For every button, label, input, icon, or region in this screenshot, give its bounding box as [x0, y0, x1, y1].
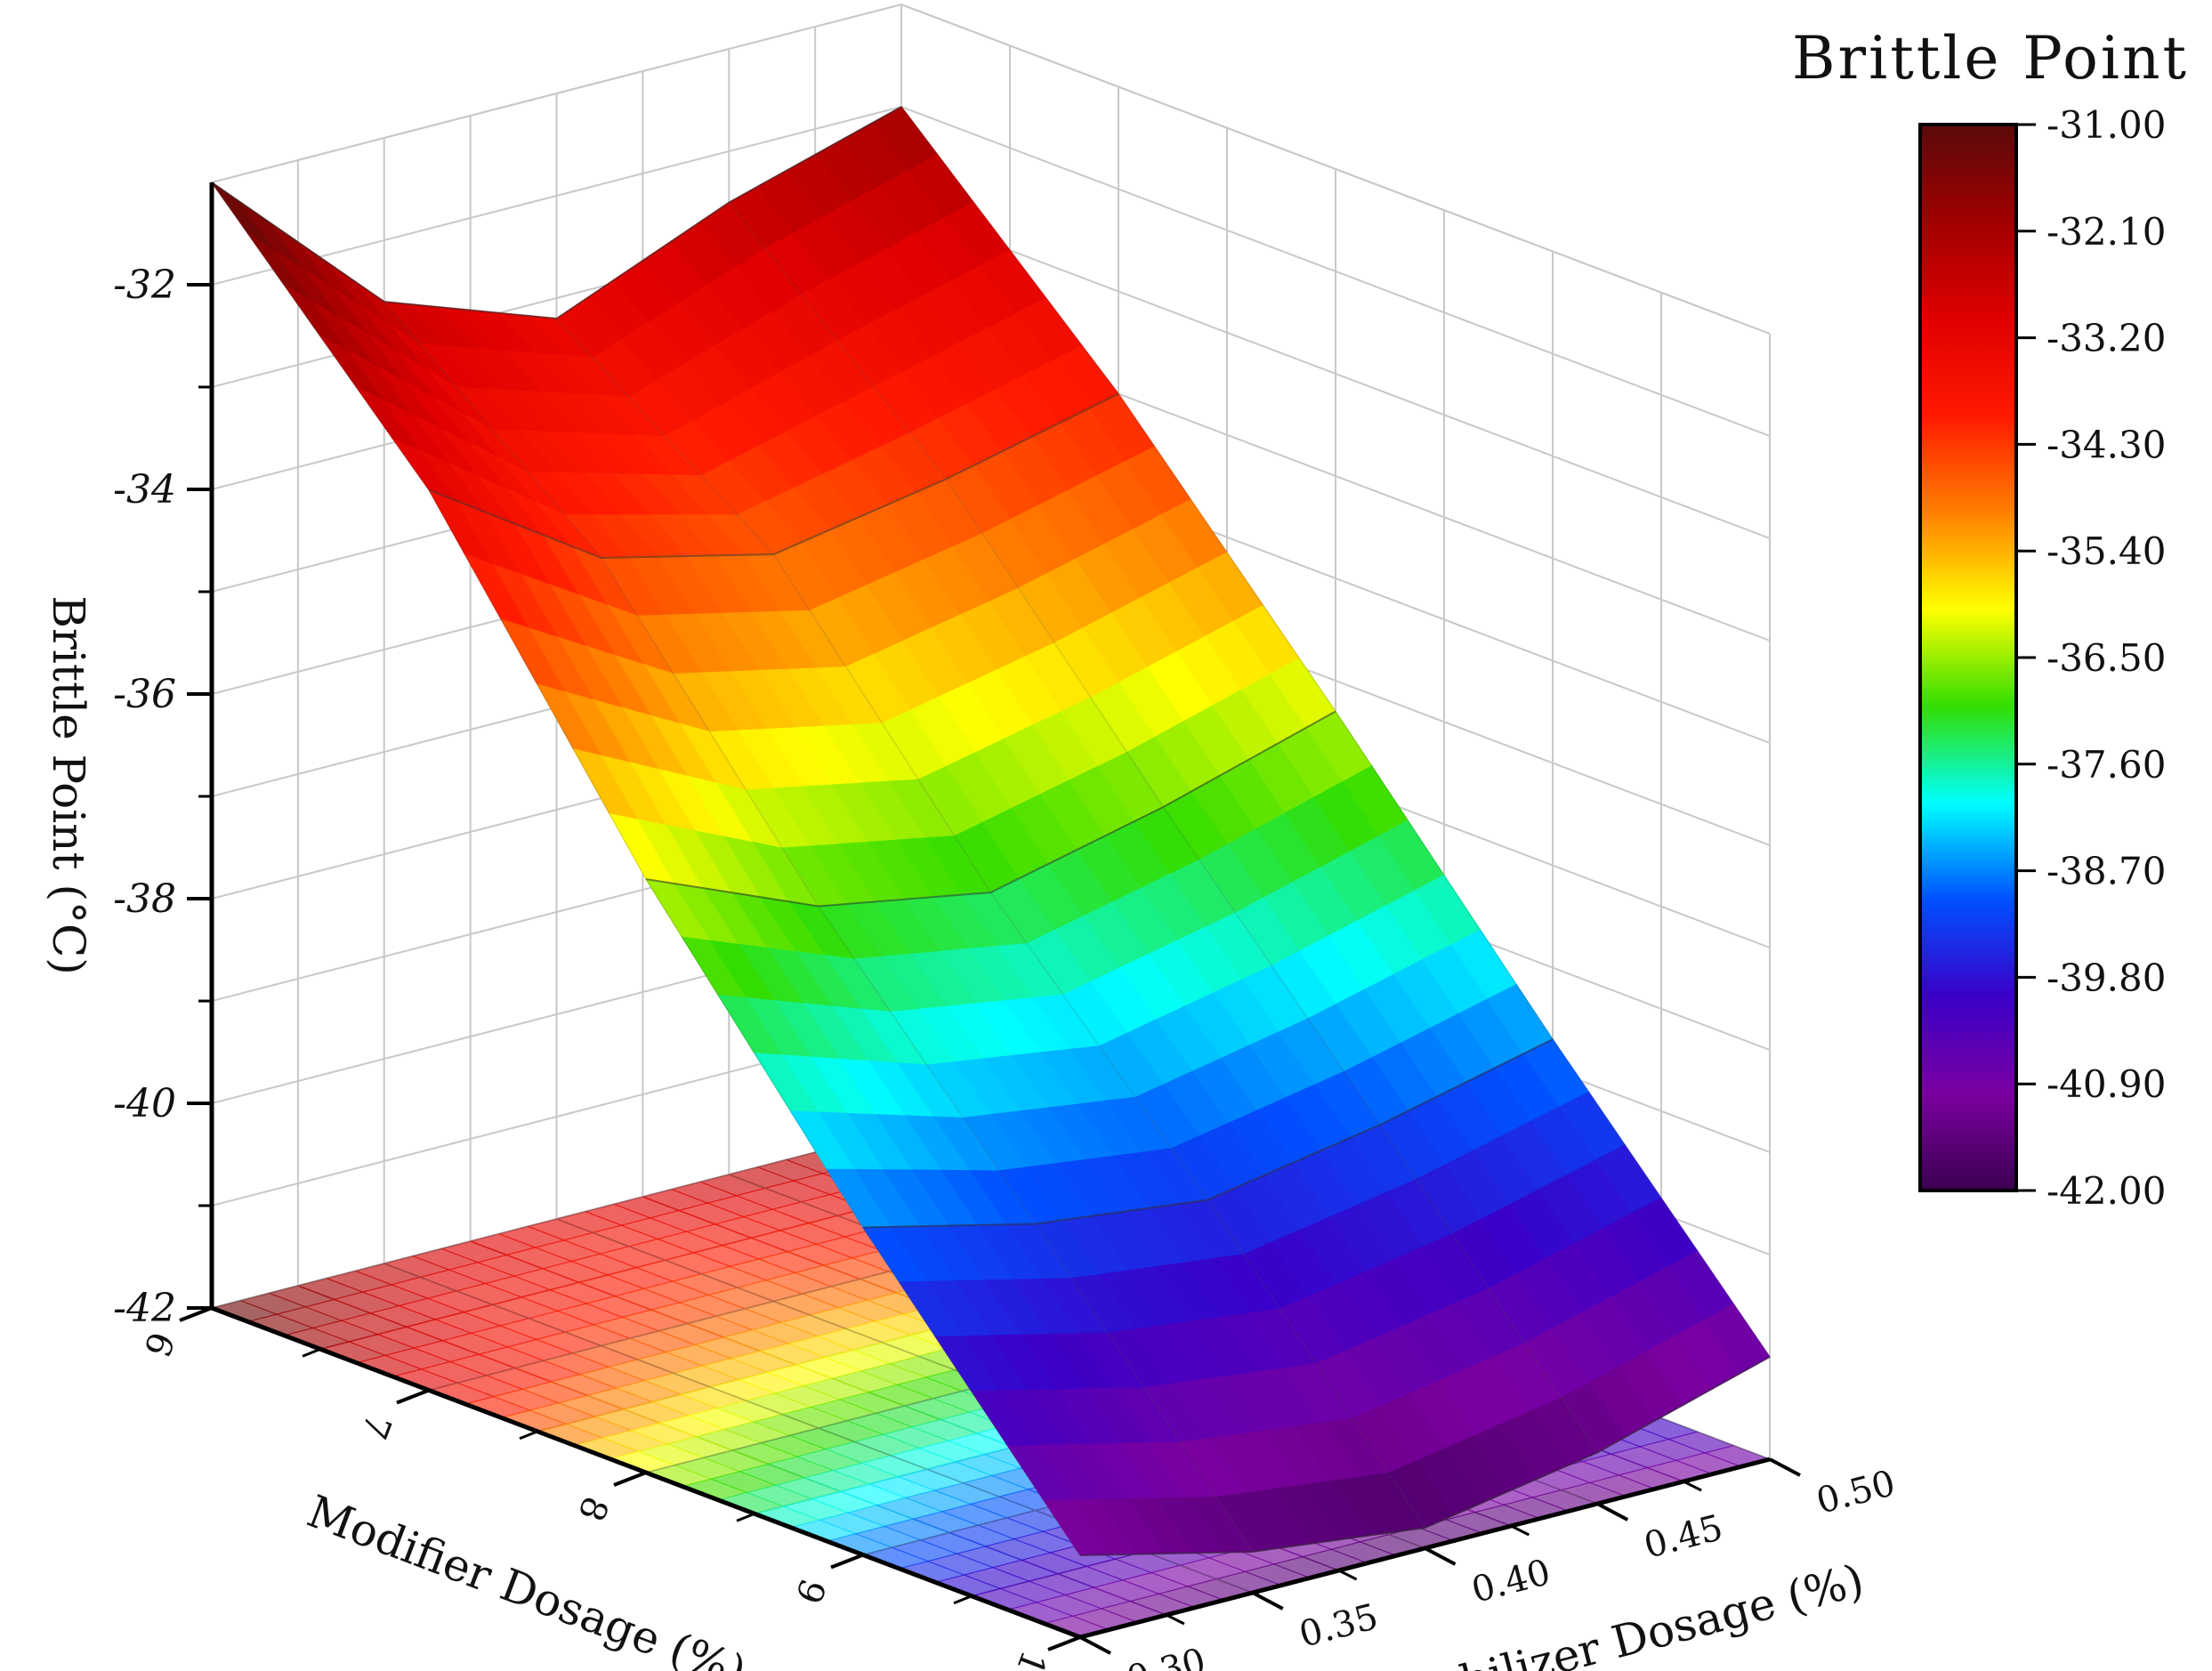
y-axis-title: Stabilizer Dosage (%) — [1383, 1554, 1869, 1671]
z-tick-label: -32 — [113, 262, 176, 308]
x-minor-tick — [953, 1594, 973, 1605]
surface-mesh-line — [862, 1038, 1554, 1229]
y-tick-label: 0.45 — [1640, 1507, 1727, 1567]
y-minor-tick — [1166, 1613, 1185, 1626]
colorbar-tick-label: -40.90 — [2047, 1062, 2166, 1106]
x-tick — [613, 1471, 647, 1487]
colorbar-tick-label: -33.20 — [2047, 317, 2166, 360]
colorbar-tick-label: -31.00 — [2047, 103, 2166, 147]
colorbar-tick-label: -32.10 — [2047, 210, 2166, 254]
colorbar-tick-label: -34.30 — [2047, 423, 2166, 466]
z-tick-label: -42 — [113, 1286, 176, 1331]
x-tick-label: 7 — [352, 1409, 399, 1444]
surface-patch — [211, 182, 278, 253]
x-tick — [1047, 1635, 1081, 1651]
y-tick — [1251, 1591, 1284, 1610]
colorbar-title: Brittle Point — [1792, 24, 2189, 93]
z-tick-label: -34 — [113, 467, 176, 513]
x-tick — [179, 1306, 213, 1322]
y-tick — [1596, 1502, 1629, 1522]
y-minor-tick — [1683, 1480, 1702, 1492]
colorbar-tick-label: -36.50 — [2047, 636, 2166, 680]
colorbar: Brittle Point -31.00 -32.10 -33.20 -34.30 -3… — [1792, 24, 2189, 1213]
axes: -32 -34 -36 -38 -40 -426 7 8 9 10 0.30 0.35 0.40 0.45… — [113, 182, 1900, 1671]
colorbar-tick-label: -38.70 — [2047, 850, 2166, 893]
y-tick — [1769, 1457, 1801, 1477]
y-tick-label: 0.50 — [1812, 1463, 1900, 1522]
colorbar-tick-label: -42.00 — [2047, 1169, 2166, 1213]
surface-mesh-line — [383, 301, 1254, 1553]
x-minor-tick — [519, 1430, 538, 1441]
z-tick-label: -36 — [113, 672, 176, 717]
y-tick-label: 0.30 — [1123, 1641, 1210, 1671]
x-minor-tick — [302, 1347, 321, 1358]
y-tick-label: 0.35 — [1296, 1596, 1383, 1656]
surface-mesh-line — [211, 182, 1081, 1556]
colorbar-bar — [1918, 123, 2018, 1192]
y-tick — [1424, 1546, 1457, 1566]
colorbar-tick-label: -37.60 — [2047, 743, 2166, 787]
y-tick — [1079, 1635, 1111, 1655]
x-tick-label: 6 — [135, 1327, 182, 1362]
surface-mesh-line — [428, 392, 1119, 560]
y-minor-tick — [1337, 1569, 1358, 1581]
y-tick-label: 0.40 — [1467, 1552, 1554, 1611]
z-tick-label: -38 — [113, 876, 176, 922]
x-tick — [830, 1553, 864, 1570]
surface — [211, 106, 1771, 1556]
floor-mesh-line — [211, 1129, 902, 1309]
x-tick-label: 9 — [787, 1573, 833, 1609]
z-axis-title: Brittle Point (°C) — [43, 595, 94, 974]
surface-mesh-line — [1079, 1356, 1771, 1556]
x-tick — [396, 1388, 430, 1405]
surface-mesh-line — [211, 106, 902, 320]
x-axis-title: Modifier Dosage (%) — [301, 1485, 753, 1671]
y-minor-tick — [1510, 1524, 1530, 1537]
colorbar-tick-label: -39.80 — [2047, 956, 2166, 999]
surface-mesh-line — [900, 106, 1771, 1358]
colorbar-tick-label: -35.40 — [2047, 529, 2166, 573]
z-tick-label: -40 — [113, 1081, 176, 1126]
x-tick-label: 10 — [1000, 1645, 1054, 1671]
x-tick-label: 8 — [569, 1491, 616, 1527]
surface-mesh-line — [645, 710, 1336, 908]
x-minor-tick — [736, 1512, 755, 1522]
surface-mesh-line — [555, 318, 1426, 1529]
surface-mesh-line — [728, 202, 1598, 1453]
